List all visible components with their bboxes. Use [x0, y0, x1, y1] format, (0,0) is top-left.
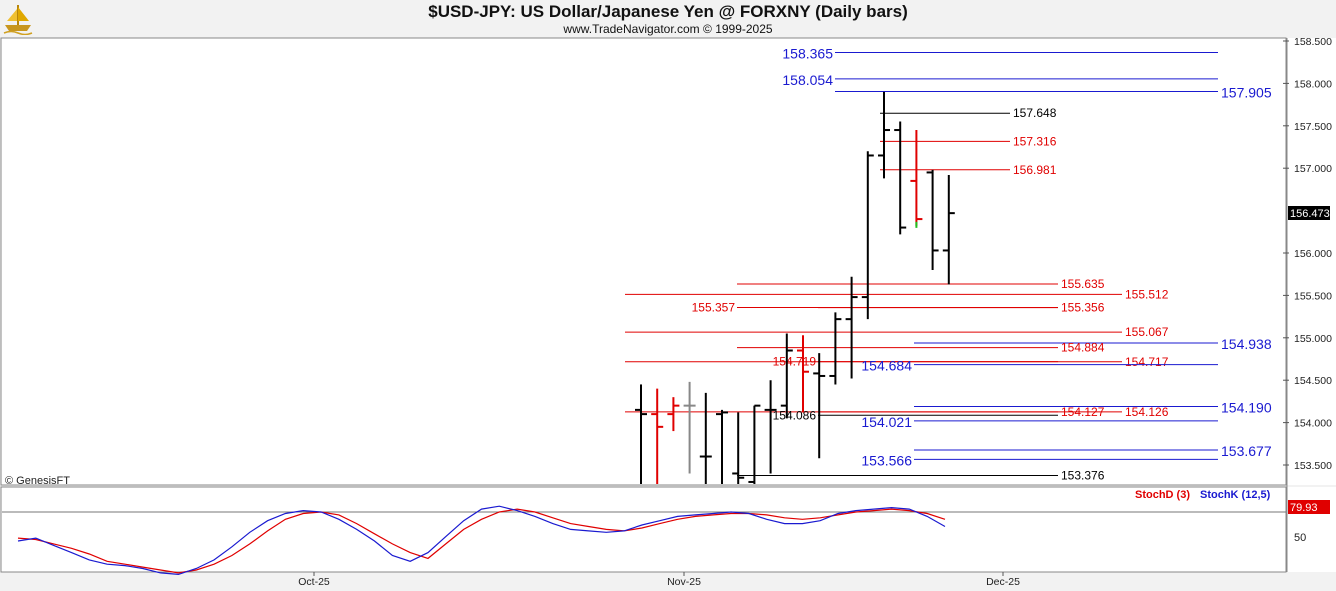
level-label: 157.905 [1221, 84, 1272, 100]
ohlc-bar [829, 312, 842, 385]
ohlc-bar [878, 91, 890, 179]
price-tick-label: 153.500 [1294, 460, 1332, 472]
price-axis-ticks: 158.500 158.000 157.500 157.000 156.000 155.5… [1283, 36, 1332, 472]
price-tick-label: 157.000 [1294, 163, 1332, 175]
ohlc-bar [732, 412, 745, 484]
level-label: 156.981 [1013, 163, 1057, 177]
ohlc-bar [780, 333, 793, 419]
price-tick-label: 158.000 [1294, 78, 1332, 90]
ohlc-bar [716, 409, 728, 484]
level-label: 154.126 [1125, 405, 1169, 419]
last-price-label: 156.473 [1290, 208, 1330, 220]
ohlc-bar [813, 353, 826, 459]
ohlc-bar [910, 130, 923, 226]
price-axis[interactable] [1287, 38, 1336, 485]
genesis-watermark: © GenesisFT [5, 475, 70, 487]
ohlc-bar [748, 404, 761, 484]
level-label: 154.190 [1221, 399, 1272, 415]
price-tick-label: 157.500 [1294, 121, 1332, 133]
ohlc-bar [894, 121, 907, 235]
stoch-panel[interactable] [0, 486, 1287, 573]
level-label: 154.021 [861, 414, 912, 430]
price-tick-label: 154.000 [1294, 418, 1332, 430]
ohlc-bar [764, 380, 777, 474]
ohlc-bar [635, 384, 647, 484]
ohlc-bar [926, 169, 939, 270]
date-axis-labels: Oct-25 Nov-25 Dec-25 [298, 572, 1020, 588]
date-tick-label: Nov-25 [667, 576, 701, 588]
chart-header: $USD-JPY: US Dollar/Japanese Yen @ FORXN… [0, 0, 1336, 38]
level-label: 157.648 [1013, 106, 1057, 120]
stoch-d-line [17, 508, 946, 574]
ohlc-bar [651, 388, 664, 484]
price-tick-label: 155.000 [1294, 333, 1332, 345]
level-label: 155.512 [1125, 287, 1169, 301]
ohlc-bar [683, 381, 696, 474]
level-label: 153.566 [861, 452, 912, 468]
level-label: 153.677 [1221, 443, 1272, 459]
level-label: 155.067 [1125, 325, 1169, 339]
level-label: 154.938 [1221, 336, 1272, 352]
price-bars [635, 91, 955, 484]
level-label: 154.086 [773, 408, 817, 422]
ohlc-bar [797, 335, 809, 413]
stochastic-lines [17, 505, 946, 576]
level-label: 155.357 [692, 301, 736, 315]
ohlc-bar [942, 174, 955, 285]
price-tick-label: 158.500 [1294, 36, 1332, 48]
date-axis[interactable] [1, 573, 1286, 590]
ship-logo-icon[interactable] [3, 3, 33, 36]
date-tick-label: Dec-25 [986, 576, 1020, 588]
price-tick-label: 156.000 [1294, 248, 1332, 260]
level-label: 155.635 [1061, 277, 1105, 291]
ohlc-bar [861, 151, 874, 320]
price-panel[interactable] [0, 37, 1287, 486]
level-label: 153.376 [1061, 469, 1105, 483]
stoch-d-legend: StochD (3) [1135, 489, 1190, 501]
level-label: 158.054 [782, 72, 833, 88]
stoch-axis[interactable] [1287, 487, 1336, 572]
level-label: 155.356 [1061, 301, 1105, 315]
stoch-value-label: 79.93 [1290, 502, 1318, 514]
level-label: 154.717 [1125, 355, 1169, 369]
stoch-k-legend: StochK (12,5) [1200, 489, 1271, 501]
ohlc-bar [667, 397, 680, 432]
chart-title: $USD-JPY: US Dollar/Japanese Yen @ FORXN… [428, 2, 908, 21]
level-label: 158.365 [782, 45, 833, 61]
fibonacci-levels: 158.365 158.054 157.905 157.648 157.316 156.9… [625, 45, 1272, 483]
chart-subtitle: www.TradeNavigator.com © 1999-2025 [563, 22, 773, 36]
level-label: 154.884 [1061, 341, 1105, 355]
price-tick-label: 155.500 [1294, 290, 1332, 302]
stoch-axis-tick: 50 [1294, 532, 1306, 544]
level-label: 154.684 [861, 358, 912, 374]
stoch-k-line [17, 505, 946, 576]
ohlc-bar [699, 392, 712, 484]
level-label: 157.316 [1013, 134, 1057, 148]
stoch-value-tag [1288, 500, 1330, 514]
price-tick-label: 154.500 [1294, 375, 1332, 387]
last-price-tag [1288, 206, 1330, 220]
date-tick-label: Oct-25 [298, 576, 330, 588]
ohlc-bar [845, 276, 858, 379]
